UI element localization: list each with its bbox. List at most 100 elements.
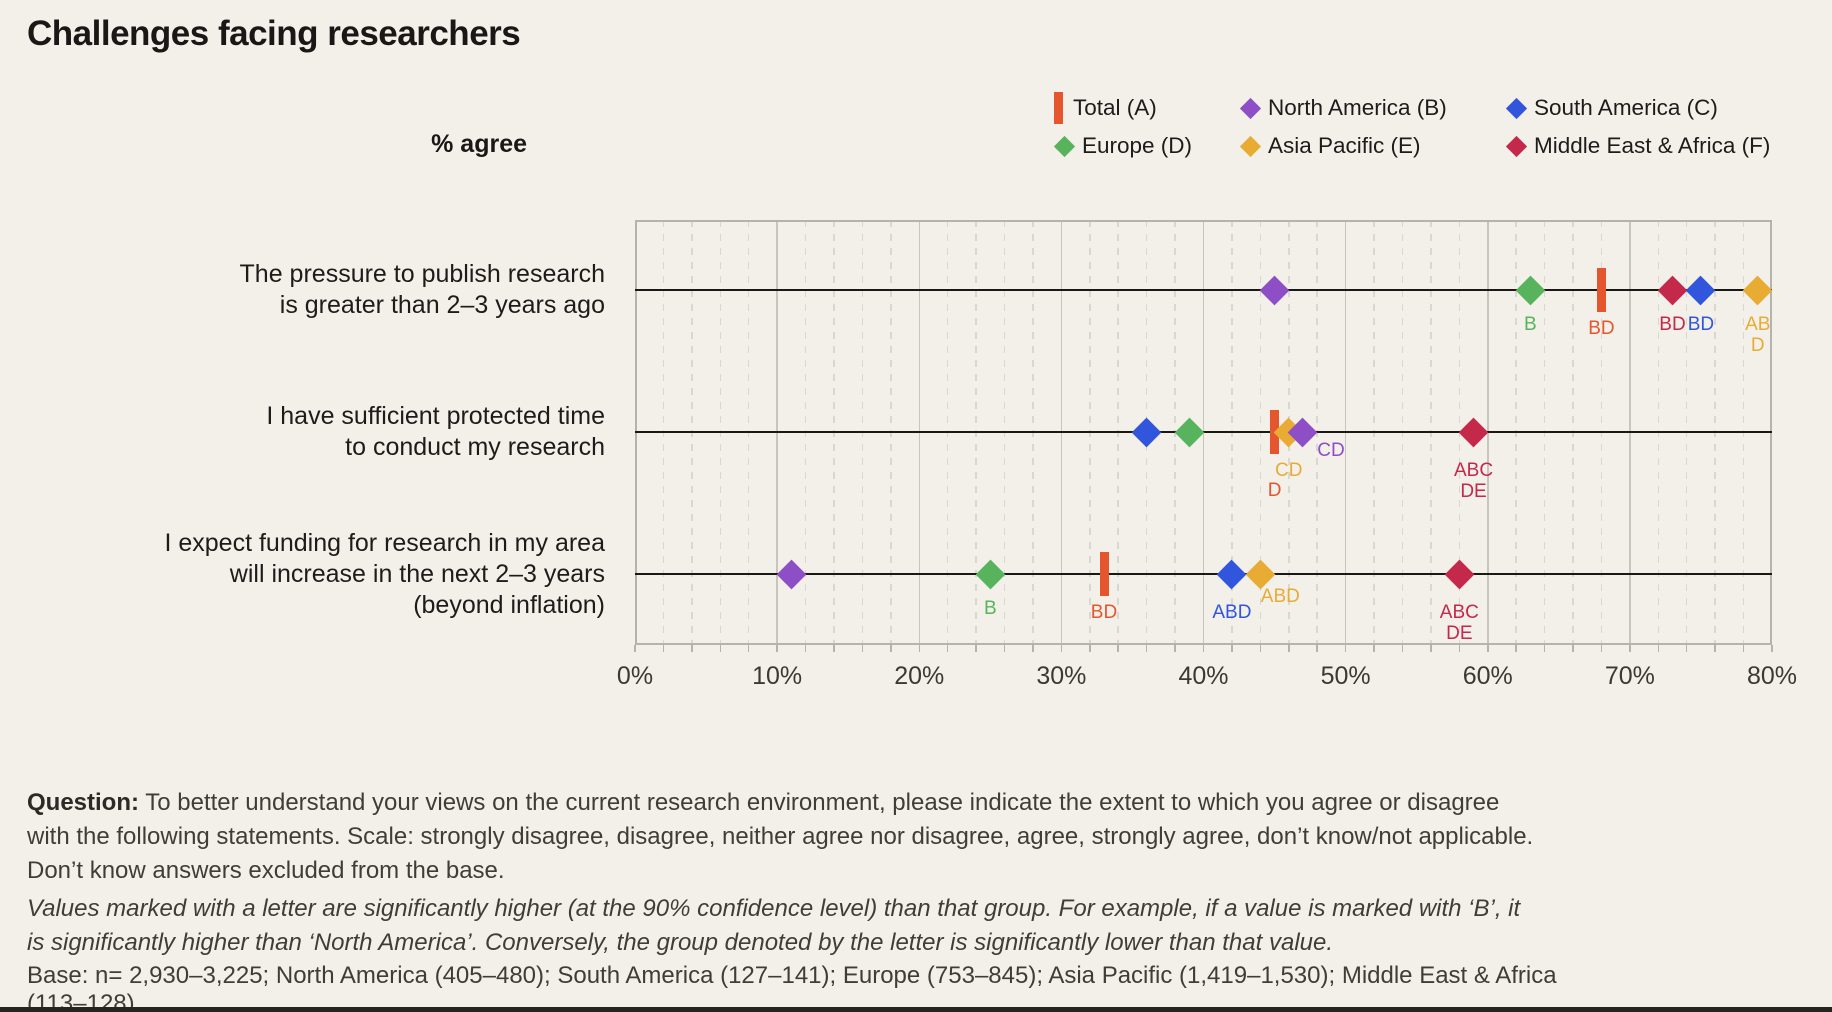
axis-tick (1174, 645, 1176, 652)
data-marker-c (1217, 559, 1247, 589)
legend-label: Europe (D) (1082, 133, 1193, 158)
legend-item-b: North America (B) (1239, 94, 1506, 122)
axis-tick (1089, 645, 1091, 652)
axis-tick (1259, 645, 1262, 652)
axis-tick (861, 645, 864, 652)
x-tick-label: 60% (1462, 662, 1513, 690)
legend-label: North America (B) (1268, 95, 1447, 120)
axis-tick (1685, 645, 1688, 652)
significance-label-line: AB (1745, 314, 1771, 335)
significance-label: B (1460, 314, 1600, 335)
row-line (635, 289, 1772, 291)
significance-label: CD (1219, 460, 1359, 481)
significance-label-line: D (1750, 335, 1765, 356)
significance-label-line: ABD (1212, 602, 1252, 623)
axis-title: % agree (431, 130, 527, 158)
axis-tick (804, 645, 807, 652)
significance-label: BD (1603, 314, 1743, 335)
axis-tick (1600, 645, 1603, 652)
axis-tick (833, 645, 835, 652)
significance-label: CD (1261, 440, 1401, 461)
legend-bar-icon-a (1054, 92, 1063, 124)
legend-label: Middle East & Africa (F) (1534, 133, 1771, 158)
data-marker-f (1444, 559, 1475, 589)
significance-label-line: DE (1446, 623, 1473, 644)
axis-tick (1714, 645, 1716, 652)
category-label: I expect funding for research in my area… (25, 528, 605, 621)
axis-tick (1742, 645, 1745, 652)
significance-label: ABD (1162, 602, 1302, 623)
significance-label-line: B (983, 598, 997, 619)
category-label-line: I have sufficient protected time (266, 402, 605, 430)
axis-tick (691, 645, 693, 652)
legend-diamond-icon-c (1505, 97, 1528, 119)
data-marker-c (1131, 417, 1162, 447)
significance-label: BD (1631, 314, 1771, 335)
legend: Total (A) North America (B) South America … (1053, 92, 1771, 160)
legend-diamond-icon-f (1505, 135, 1528, 157)
significance-label: BD (1531, 318, 1671, 339)
data-marker-total (1596, 268, 1606, 312)
category-label-line: to conduct my research (345, 433, 605, 461)
significance-label-line: B (1524, 314, 1537, 335)
axis-tick (1771, 645, 1773, 652)
axis-tick (1543, 645, 1546, 652)
category-label: I have sufficient protected time to condu… (25, 401, 605, 463)
x-tick-label: 30% (1036, 662, 1087, 690)
legend-label: South America (C) (1534, 95, 1718, 120)
axis-tick (1231, 645, 1233, 652)
axis-tick (1373, 645, 1375, 652)
significance-label: ABD (1210, 586, 1350, 607)
x-tick-label: 40% (1178, 662, 1229, 690)
data-marker-total (1099, 552, 1109, 596)
legend-diamond-icon-b (1239, 97, 1262, 119)
data-marker-e (1245, 559, 1276, 589)
question-label: Question: (27, 789, 139, 816)
significance-label-line: CD (1317, 440, 1345, 461)
axis-tick (1401, 645, 1404, 652)
legend-diamond-icon-e (1239, 135, 1262, 157)
category-label-line: will increase in the next 2–3 years (229, 559, 605, 588)
data-marker-f (1458, 417, 1489, 447)
legend-diamond-icon-d (1053, 135, 1076, 157)
axis-tick (946, 645, 949, 652)
significance-label: ABC DE (1404, 460, 1544, 502)
axis-tick (634, 645, 636, 652)
axis-tick (776, 645, 778, 652)
category-label: The pressure to publish research is great… (25, 259, 605, 321)
axis-tick (890, 645, 892, 652)
axis-tick (747, 645, 750, 652)
data-marker-d (975, 559, 1006, 589)
x-tick-label: 80% (1746, 662, 1798, 690)
axis-tick (1515, 645, 1517, 652)
x-tick-label: 10% (752, 662, 803, 690)
category-label-line: (beyond inflation) (413, 590, 605, 619)
significance-label-line: DE (1460, 481, 1487, 502)
axis-tick (719, 645, 722, 652)
legend-item-e: Asia Pacific (E) (1239, 132, 1506, 160)
axis-tick (975, 645, 977, 652)
axis-tick (662, 645, 665, 652)
footer-base: Base: n= 2,930–3,225; North America (405… (27, 962, 1557, 1012)
significance-label-line: ABC (1453, 460, 1494, 481)
category-label-line: The pressure to publish research (239, 260, 605, 288)
significance-label-line: ABC (1439, 602, 1479, 623)
legend-item-d: Europe (D) (1053, 132, 1240, 160)
axis-tick (1202, 645, 1205, 652)
axis-tick (1657, 645, 1660, 652)
significance-label-line: CD (1275, 460, 1303, 481)
data-marker-d (1515, 275, 1546, 305)
axis-tick (1060, 645, 1063, 652)
data-marker-d (1174, 417, 1205, 447)
data-marker-c (1686, 275, 1716, 305)
axis-tick (1629, 645, 1631, 652)
x-tick-label: 50% (1320, 662, 1371, 690)
axis-tick (1032, 645, 1034, 652)
significance-label-line: BD (1687, 314, 1715, 335)
footer-question: Question: To better understand your view… (27, 786, 1539, 888)
legend-label: Asia Pacific (E) (1268, 133, 1421, 158)
axis-tick (1344, 645, 1347, 652)
page-title: Challenges facing researchers (27, 14, 521, 53)
